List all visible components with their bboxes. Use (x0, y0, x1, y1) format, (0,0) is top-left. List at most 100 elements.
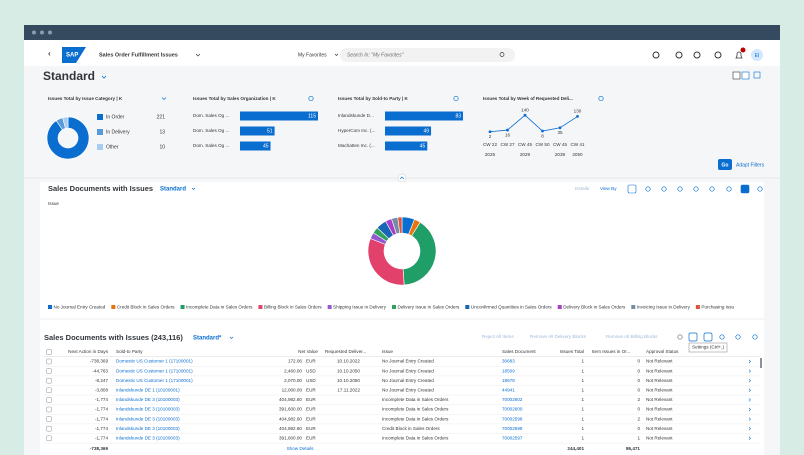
toolbar-button[interactable] (628, 185, 636, 193)
value-label: 140 (521, 107, 529, 112)
toggle-icon[interactable] (742, 72, 749, 79)
checkbox[interactable] (47, 359, 52, 364)
x-tick-sublabel: 2025 (485, 152, 496, 157)
bar[interactable] (240, 112, 318, 121)
point[interactable] (489, 130, 492, 133)
table-cell[interactable]: Inlandskunde DE 3 (10100003) (116, 397, 180, 402)
legend-label[interactable]: Shipping Issue in Delivery (333, 305, 387, 310)
table-cell: 12,000.00 (282, 388, 303, 393)
column-header: Issue (382, 349, 393, 354)
table-cell[interactable]: Domestic US Customer 1 (17100001) (116, 368, 193, 373)
details-button[interactable]: Details (575, 186, 590, 191)
table-cell: 17.11.2022 (337, 388, 360, 393)
legend-label[interactable]: Purchasing Issu (701, 305, 734, 310)
tooltip-text: Settings (Ctrl+,) (692, 345, 725, 350)
x-tick-label: CW 45 (553, 142, 567, 147)
legend-label[interactable]: Delivery Issue in Sales Orders (398, 305, 460, 310)
variant-title[interactable]: Standard (43, 69, 95, 83)
table-cell[interactable]: 70002600 (502, 407, 523, 412)
point[interactable] (524, 114, 527, 117)
table-cell: EUR (306, 436, 316, 441)
table-cell[interactable]: 70002598 (502, 426, 523, 431)
favorites-select[interactable]: My Favorites (298, 52, 327, 58)
table-cell[interactable]: Inlandskunde DE 3 (10100003) (116, 416, 180, 421)
legend-label[interactable]: Credit Block in Sales Orders (117, 305, 175, 310)
point[interactable] (541, 130, 544, 133)
table-cell[interactable]: 70002598 (502, 416, 523, 421)
legend-swatch[interactable] (97, 114, 103, 120)
app-title[interactable]: Sales Order Fulfillment Issues (99, 52, 178, 58)
checkbox[interactable] (47, 397, 52, 402)
checkbox[interactable] (47, 388, 52, 393)
table-cell[interactable]: 70002602 (502, 397, 523, 402)
scrollbar (760, 358, 762, 368)
bar-label: HyperCom Inc. (... (338, 128, 375, 133)
legend-label[interactable]: Unconfirmed Quantities in Sales Orders (471, 305, 553, 310)
table-cell[interactable]: Domestic US Customer 1 (17100001) (116, 359, 193, 364)
legend-swatch (558, 305, 562, 309)
legend-label[interactable]: Delivery Block in Sales Orders (563, 305, 626, 310)
legend-label[interactable]: No Journal Entry Created (54, 305, 106, 310)
table-cell[interactable]: 18678 (502, 378, 515, 383)
table-cell: Incomplete Data in Sales Orders (382, 397, 449, 402)
table-cell: Not Relevant (646, 407, 673, 412)
table-cell[interactable]: 44941 (502, 388, 515, 393)
table-cell: Not Relevant (646, 397, 673, 402)
toolbar-button[interactable] (704, 333, 712, 341)
table-variant[interactable]: Standard* (193, 336, 222, 342)
footer-link[interactable]: Show Details (287, 446, 315, 451)
legend-swatch (181, 305, 185, 309)
table-cell[interactable]: 30683 (502, 359, 515, 364)
toolbar-button[interactable] (741, 185, 749, 193)
table-cell: 391,600.00 (279, 436, 302, 441)
value-label: 49 (423, 128, 429, 134)
table-cell: Not Relevant (646, 426, 673, 431)
table-cell: Not Relevant (646, 368, 673, 373)
legend-label[interactable]: Billing Block in Sales Orders (264, 305, 322, 310)
legend-swatch (258, 305, 262, 309)
point[interactable] (506, 129, 509, 132)
table-cell[interactable]: Inlandskunde DE 3 (10100003) (116, 407, 180, 412)
legend-swatch[interactable] (97, 144, 103, 150)
table-cell: USD (306, 378, 316, 383)
checkbox[interactable] (47, 369, 52, 374)
table-cell: 391,600.00 (279, 407, 302, 412)
collapse-button[interactable] (398, 174, 406, 182)
checkbox[interactable] (47, 378, 52, 383)
checkbox[interactable] (47, 426, 52, 431)
toggle-icon[interactable] (733, 72, 740, 79)
legend-label[interactable]: Invoicing Issue in Delivery (637, 305, 691, 310)
checkbox[interactable] (47, 417, 52, 422)
table-action[interactable]: Remove All Billing Blocks (606, 334, 658, 339)
window-dot (32, 31, 36, 35)
checkbox[interactable] (47, 436, 52, 441)
table-cell: -3,808 (95, 388, 108, 393)
table-cell: No Journal Entry Created (382, 378, 434, 383)
table-cell: EUR (306, 388, 316, 393)
table-cell[interactable]: Inlandskunde DE 1 (10100001) (116, 388, 180, 393)
table-cell: EUR (306, 397, 316, 402)
legend-label[interactable]: Incomplete Data in Sales Orders (186, 305, 253, 310)
x-tick-label: CW 45 (518, 142, 532, 147)
adapt-filters[interactable]: Adapt Filters (736, 162, 765, 168)
table-cell[interactable]: 70002597 (502, 436, 523, 441)
bar-label: Dom. Sales Og ... (193, 113, 229, 118)
view-by-button[interactable]: View By (600, 186, 617, 191)
legend-swatch[interactable] (97, 129, 103, 135)
point[interactable] (576, 115, 579, 118)
bar[interactable] (385, 112, 463, 121)
table-cell[interactable]: Inlandskunde DE 3 (10100003) (116, 426, 180, 431)
checkbox[interactable] (47, 407, 52, 412)
checkbox[interactable] (47, 350, 52, 355)
table-action[interactable]: Reject All Items (482, 334, 514, 339)
table-cell[interactable]: Inlandskunde DE 3 (10100003) (116, 436, 180, 441)
table-cell[interactable]: 18509 (502, 368, 515, 373)
section-variant[interactable]: Standard (160, 187, 186, 193)
x-tick-label: CW 27 (500, 142, 514, 147)
point[interactable] (559, 126, 562, 129)
table-cell[interactable]: Domestic US Customer 1 (17100001) (116, 378, 193, 383)
toolbar-button[interactable] (689, 333, 697, 341)
back-button[interactable]: ‹ (48, 49, 51, 58)
table-title: Sales Documents with Issues (243,116) (44, 333, 183, 342)
table-action[interactable]: Remove All Delivery Blocks (530, 334, 587, 339)
